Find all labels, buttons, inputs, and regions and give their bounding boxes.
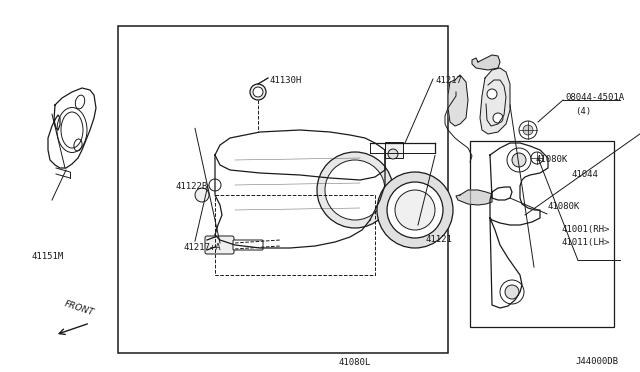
Text: 41122B: 41122B: [175, 182, 207, 191]
Circle shape: [317, 152, 393, 228]
Polygon shape: [448, 75, 468, 126]
Text: J44000DB: J44000DB: [575, 357, 618, 366]
Text: 41130H: 41130H: [270, 76, 302, 85]
Bar: [470, 141, 614, 327]
Polygon shape: [472, 55, 500, 70]
FancyBboxPatch shape: [233, 240, 263, 250]
Circle shape: [531, 152, 543, 164]
Text: 08044-4501A: 08044-4501A: [565, 93, 624, 102]
Bar: [118, 26, 448, 353]
Text: FRONT: FRONT: [63, 299, 95, 317]
Text: 41001(RH>: 41001(RH>: [562, 225, 611, 234]
Circle shape: [253, 87, 263, 97]
Circle shape: [519, 121, 537, 139]
Circle shape: [377, 172, 453, 248]
Circle shape: [523, 125, 533, 135]
Circle shape: [209, 179, 221, 191]
Polygon shape: [480, 68, 510, 134]
Text: (4): (4): [575, 107, 591, 116]
Bar: [215, 195, 375, 275]
Circle shape: [387, 182, 443, 238]
Text: 41217: 41217: [435, 76, 462, 85]
Text: 41080K: 41080K: [548, 202, 580, 211]
Text: 41080K: 41080K: [536, 155, 568, 164]
Text: 41011(LH>: 41011(LH>: [562, 238, 611, 247]
Circle shape: [500, 280, 524, 304]
Circle shape: [487, 89, 497, 99]
Text: 41217+A: 41217+A: [183, 243, 221, 252]
Circle shape: [512, 153, 526, 167]
Text: 41044: 41044: [572, 170, 599, 179]
Circle shape: [388, 149, 398, 159]
Circle shape: [195, 188, 209, 202]
Circle shape: [395, 190, 435, 230]
Text: 41080L: 41080L: [339, 358, 371, 367]
Polygon shape: [456, 190, 492, 205]
FancyBboxPatch shape: [205, 236, 234, 254]
Circle shape: [505, 285, 519, 299]
Circle shape: [325, 160, 385, 220]
Bar: [385, 142, 403, 158]
Circle shape: [507, 148, 531, 172]
Circle shape: [493, 113, 503, 123]
Text: 41121: 41121: [425, 235, 452, 244]
Circle shape: [250, 84, 266, 100]
Text: 41151M: 41151M: [32, 252, 64, 261]
